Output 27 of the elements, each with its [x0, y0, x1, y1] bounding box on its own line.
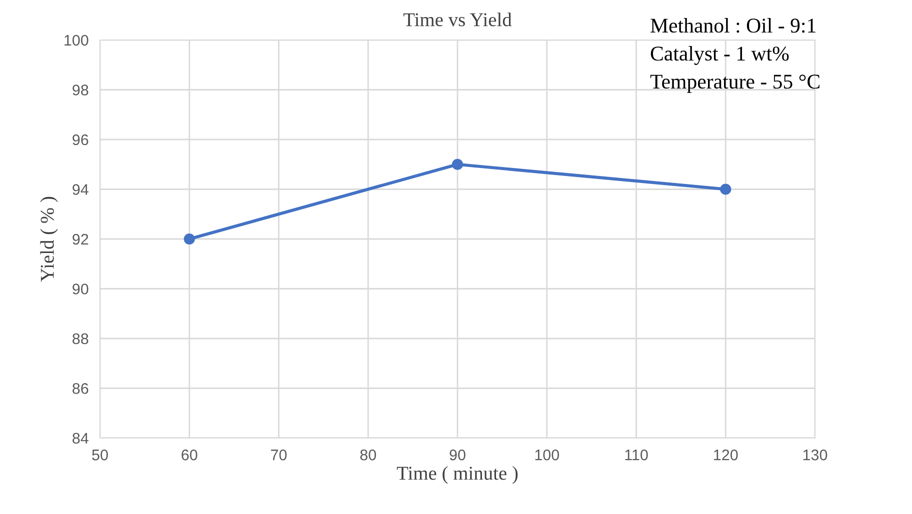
y-tick-label: 84 [72, 432, 88, 444]
y-tick-label: 94 [72, 184, 88, 195]
point [720, 184, 732, 195]
text: Methanol : Oil - 9:1 [650, 18, 816, 33]
point [452, 158, 464, 170]
annotation: Catalyst - 1 wt% [650, 46, 789, 65]
point [184, 233, 195, 245]
y-tick-label: 100 [64, 34, 88, 46]
y-tick-label: 98 [72, 84, 88, 96]
x-tick-label: 130 [803, 450, 828, 460]
x-tick-label: 110 [625, 450, 648, 460]
annotation: Temperature - 55 °C [650, 74, 820, 93]
y-tick-label: 96 [72, 134, 88, 146]
x-axis-title: Time ( minute ) [396, 466, 518, 484]
y-tick-label: 90 [72, 284, 88, 294]
y-tick-label: 86 [72, 383, 88, 394]
x-tick-label: 80 [360, 450, 376, 460]
y-tick-label: 88 [72, 333, 88, 344]
x-tick-label: 70 [271, 450, 287, 460]
x-tick-label: 90 [450, 450, 466, 460]
x-tick-label: 100 [535, 450, 560, 460]
y-tick-label: 92 [72, 234, 88, 245]
y-axis-title: Yield ( % ) [40, 196, 58, 282]
x-tick-label: 50 [92, 450, 108, 460]
x-tick-label: 120 [714, 450, 738, 460]
x-tick-label: 60 [182, 450, 198, 460]
chart-title: Time vs Yield [403, 12, 512, 26]
